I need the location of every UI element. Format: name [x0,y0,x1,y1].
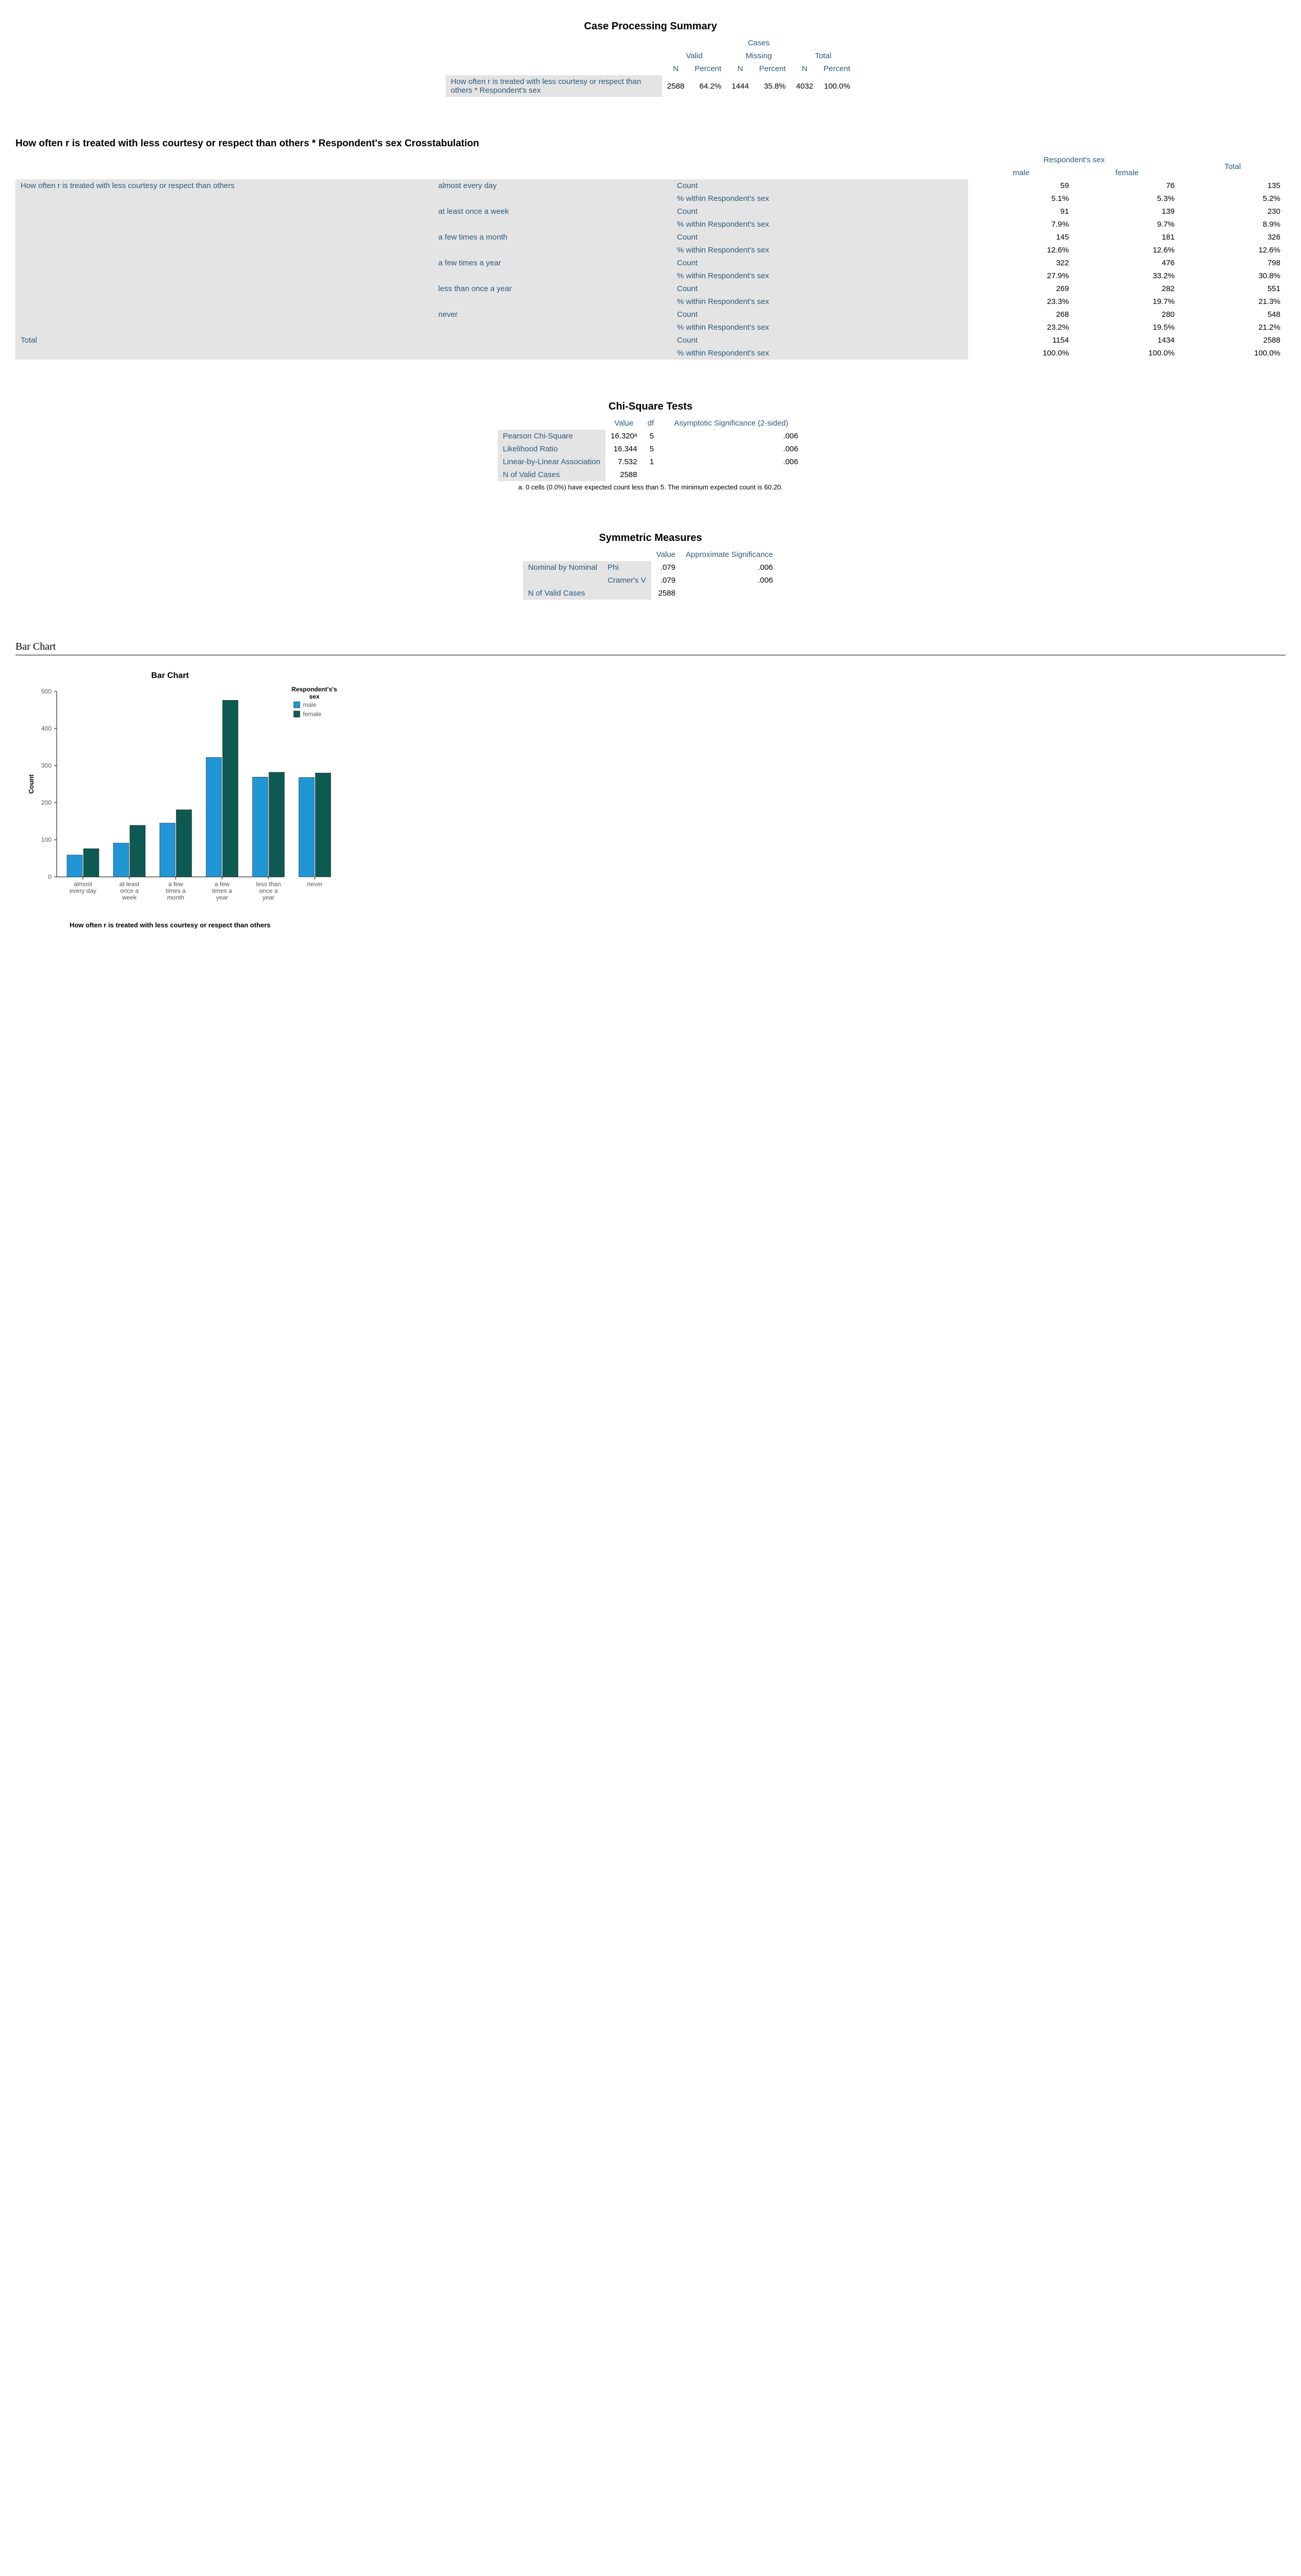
chisq-block: Chi-Square Tests ValuedfAsymptotic Signi… [15,401,1286,491]
svg-text:How often r is treated with le: How often r is treated with less courtes… [70,921,271,929]
svg-text:0: 0 [48,873,52,880]
svg-text:week: week [122,894,137,901]
svg-text:once a: once a [120,887,139,894]
barchart-svg: Bar Chart 0 100 200 300 400 500 Count almostever… [15,666,386,934]
svg-text:a few: a few [168,880,183,888]
crosstab-block: How often r is treated with less courtes… [15,138,1286,360]
svg-text:times a: times a [166,887,186,894]
case-processing-table: Cases Valid Missing Total N Percent N Pe… [446,37,855,97]
case-processing-rowlabel: How often r is treated with less courtes… [446,75,662,97]
chisq-title: Chi-Square Tests [15,401,1286,413]
svg-text:200: 200 [41,799,52,806]
symm-table: ValueApproximate SignificanceNominal by … [523,548,778,600]
svg-text:less than: less than [256,880,281,888]
svg-text:sex: sex [309,693,319,700]
svg-text:year: year [216,894,228,901]
barchart-block: Bar Chart Bar Chart 0 100 200 300 400 500 Count… [15,641,1286,936]
svg-text:almost: almost [74,880,92,888]
svg-text:male: male [303,701,316,708]
svg-text:at least: at least [120,880,140,888]
svg-text:a few: a few [215,880,230,888]
svg-text:Count: Count [27,774,35,794]
chisq-table: ValuedfAsymptotic Significance (2-sided)… [498,417,803,481]
svg-text:year: year [262,894,274,901]
svg-text:never: never [307,880,323,888]
svg-text:once a: once a [259,887,278,894]
crosstab-title: How often r is treated with less courtes… [15,138,1286,149]
svg-text:female: female [303,710,322,718]
svg-text:Bar Chart: Bar Chart [151,671,190,680]
case-processing-summary: Case Processing Summary Cases Valid Miss… [15,21,1286,97]
case-processing-title: Case Processing Summary [15,21,1286,32]
chisq-footnote: a. 0 cells (0.0%) have expected count le… [518,483,783,491]
barchart-heading: Bar Chart [15,641,1286,655]
svg-text:Respondent's's: Respondent's's [292,686,337,693]
symm-block: Symmetric Measures ValueApproximate Sign… [15,532,1286,600]
svg-text:500: 500 [41,688,52,695]
svg-text:300: 300 [41,762,52,769]
svg-text:month: month [167,894,184,901]
svg-text:times a: times a [212,887,232,894]
crosstab-table: Respondent's sexTotalmalefemaleHow often… [15,154,1286,360]
svg-text:400: 400 [41,725,52,732]
cases-header: Cases [662,37,855,49]
svg-text:100: 100 [41,836,52,843]
symm-title: Symmetric Measures [15,532,1286,544]
svg-text:every day: every day [70,887,96,894]
